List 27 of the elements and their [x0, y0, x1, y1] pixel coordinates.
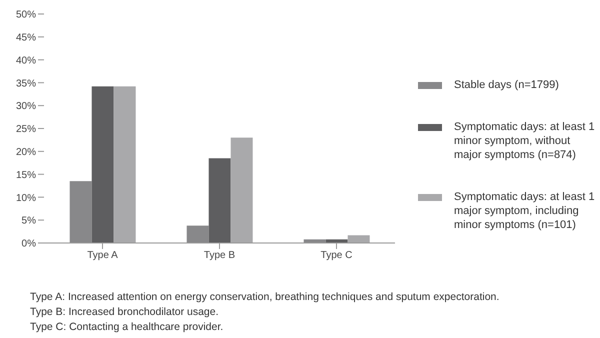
y-tick-label: 40% — [16, 55, 36, 66]
bar — [186, 226, 209, 243]
bar — [208, 158, 231, 243]
y-tick-label: 5% — [22, 216, 36, 227]
legend-label: Stable days (n=1799) — [454, 78, 559, 92]
y-tick-label: 35% — [16, 78, 36, 90]
y-tick-label: 30% — [16, 101, 36, 112]
legend-label: Symptomatic days: at least 1 minor symptom, without major symptoms (n=874) — [454, 120, 596, 162]
bar — [230, 138, 253, 243]
y-tick-label: 45% — [16, 32, 36, 44]
x-tick-label: Type C — [320, 250, 352, 262]
bar — [348, 235, 370, 243]
y-tick-label: 10% — [16, 192, 36, 204]
bar — [70, 181, 92, 243]
x-tick-label: Type A — [87, 250, 118, 262]
legend-label: Symptomatic days: at least 1 major symptom, including minor symptoms (n=101) — [454, 190, 596, 232]
y-tick-label: 25% — [16, 124, 36, 136]
text: Type C: Contacting a healthcare provider. — [30, 320, 224, 335]
text: Type B: Increased bronchodilator usage. — [30, 305, 220, 320]
bar — [92, 86, 114, 243]
y-tick-label: 50% — [16, 10, 36, 21]
y-tick-label: 15% — [16, 170, 36, 181]
bar — [114, 86, 136, 243]
text: Type A: Increased attention on energy conservation, breathing techniques and sputum expectoration. — [30, 290, 500, 305]
y-tick-label: 20% — [16, 146, 36, 158]
y-tick-label: 0% — [22, 238, 36, 250]
x-tick-label: Type B — [204, 250, 236, 262]
